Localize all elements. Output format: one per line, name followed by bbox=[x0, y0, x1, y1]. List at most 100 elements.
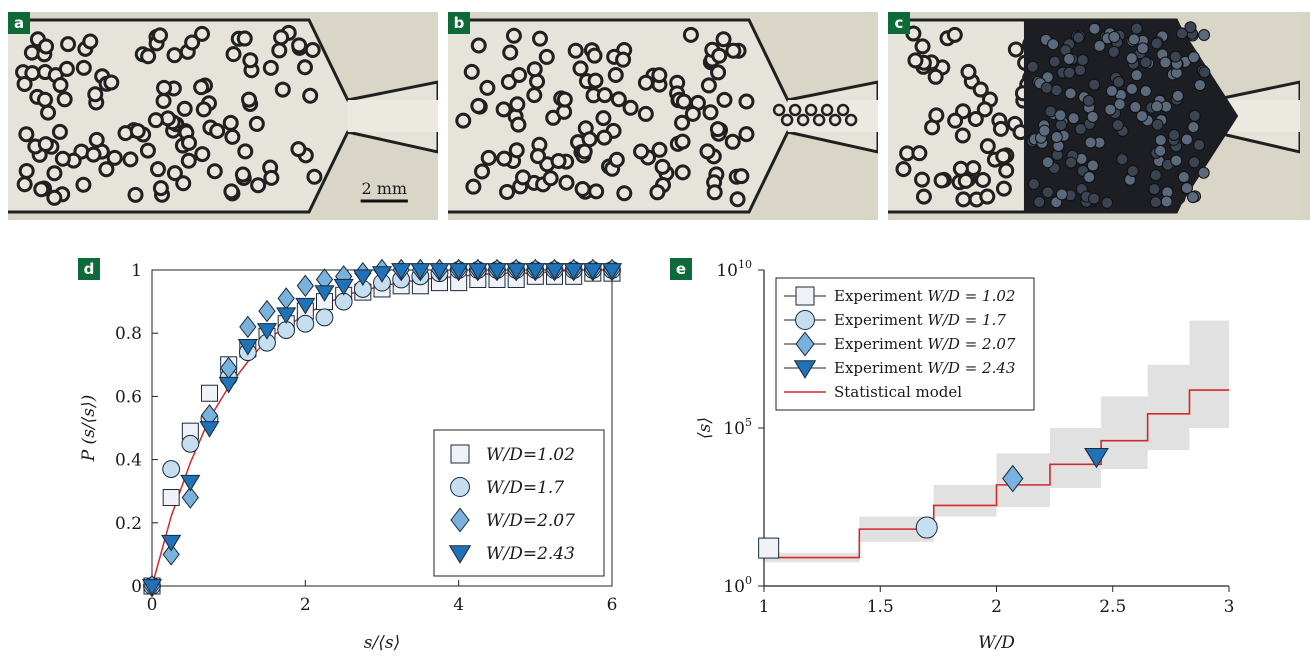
particle bbox=[75, 176, 92, 193]
particle bbox=[1186, 191, 1199, 204]
particle bbox=[616, 185, 633, 202]
marker-diamond bbox=[258, 299, 276, 323]
legend-label: Experiment W/D = 1.7 bbox=[834, 311, 1006, 329]
particle bbox=[1007, 41, 1024, 58]
particle bbox=[556, 91, 573, 108]
marker-triangle bbox=[141, 579, 163, 596]
particle bbox=[1130, 22, 1143, 35]
particle bbox=[1126, 164, 1139, 177]
particle bbox=[1184, 21, 1197, 34]
marker-circle bbox=[315, 308, 334, 327]
particle bbox=[194, 146, 211, 163]
particle bbox=[633, 143, 650, 160]
particle bbox=[954, 127, 971, 144]
particle bbox=[1170, 154, 1183, 167]
particle bbox=[651, 141, 668, 158]
particle bbox=[976, 101, 993, 118]
particle bbox=[595, 110, 612, 127]
legend-label: W/D=2.07 bbox=[486, 511, 575, 531]
x-tick-label: 1 bbox=[759, 597, 770, 617]
chart-d: 0 2 4 6 0 0.2 0.4 0.6 0.8 1 s/⟨s⟩ P (s/⟨s⟩) W/D=1.02… bbox=[60, 240, 650, 659]
particle bbox=[470, 37, 487, 54]
particle bbox=[180, 152, 197, 169]
particle bbox=[1067, 112, 1080, 125]
particle bbox=[236, 30, 253, 47]
particle bbox=[1193, 139, 1206, 152]
particle bbox=[574, 180, 591, 197]
particle bbox=[495, 101, 512, 118]
particle bbox=[511, 66, 528, 83]
particle bbox=[946, 26, 963, 43]
marker-diamond bbox=[795, 331, 815, 357]
x-tick-label: 3 bbox=[1224, 597, 1235, 617]
marker-circle bbox=[450, 477, 470, 497]
model-staircase bbox=[764, 389, 1229, 559]
particle bbox=[1111, 119, 1124, 132]
particle bbox=[250, 177, 267, 194]
particle bbox=[1093, 39, 1106, 52]
marker-square bbox=[450, 444, 470, 464]
panel-label: b bbox=[448, 12, 470, 34]
marker-diamond bbox=[277, 287, 295, 310]
particle bbox=[1084, 136, 1097, 149]
particle bbox=[181, 134, 198, 151]
band-segment bbox=[933, 484, 997, 517]
particle bbox=[139, 142, 156, 159]
channel-photo bbox=[888, 12, 1300, 220]
particle bbox=[724, 133, 741, 150]
particle bbox=[75, 59, 92, 76]
particle bbox=[772, 103, 786, 117]
particle bbox=[567, 42, 584, 59]
particle bbox=[46, 165, 63, 182]
particle bbox=[1151, 118, 1164, 131]
particle bbox=[733, 168, 750, 185]
particle bbox=[967, 111, 984, 128]
channel-photo: 2 mm bbox=[8, 12, 438, 220]
marker-circle bbox=[915, 516, 938, 539]
marker-square bbox=[795, 286, 815, 306]
band-segment bbox=[1189, 320, 1229, 428]
particle bbox=[515, 169, 532, 186]
y-tick-label: 1 bbox=[131, 261, 142, 281]
particle bbox=[194, 25, 211, 42]
x-axis-label: W/D bbox=[978, 633, 1015, 653]
marker-square bbox=[201, 384, 218, 402]
particle bbox=[1040, 81, 1053, 94]
particle bbox=[729, 191, 746, 208]
y-tick-label: 105 bbox=[723, 416, 752, 439]
legend-label: W/D=1.02 bbox=[486, 445, 575, 465]
particle bbox=[586, 47, 603, 64]
marker-triangle bbox=[448, 263, 469, 280]
particle bbox=[651, 67, 668, 84]
particle bbox=[558, 174, 575, 191]
particle bbox=[85, 146, 102, 163]
particle bbox=[1064, 156, 1077, 169]
particle bbox=[596, 129, 613, 146]
channel-geometry bbox=[888, 12, 1300, 220]
particle bbox=[16, 75, 33, 92]
particle bbox=[274, 81, 291, 98]
particle bbox=[23, 44, 40, 61]
particle bbox=[1041, 156, 1054, 169]
particle bbox=[150, 161, 167, 178]
marker-triangle bbox=[295, 297, 316, 315]
marker-triangle bbox=[486, 263, 508, 280]
particle bbox=[550, 152, 567, 169]
particle bbox=[526, 61, 543, 78]
particle bbox=[103, 74, 120, 91]
particle bbox=[1064, 87, 1077, 100]
marker-circle bbox=[334, 292, 353, 311]
particle bbox=[572, 60, 589, 77]
particle bbox=[715, 31, 732, 48]
particle bbox=[1116, 153, 1129, 166]
legend-label: Experiment W/D = 1.02 bbox=[834, 287, 1015, 305]
particle bbox=[895, 161, 912, 178]
particle bbox=[682, 26, 699, 43]
particle bbox=[1033, 196, 1046, 209]
marker-triangle bbox=[333, 278, 354, 296]
particle bbox=[649, 184, 666, 201]
particle bbox=[1129, 101, 1142, 114]
particle bbox=[637, 105, 654, 122]
x-tick-label: 4 bbox=[453, 595, 464, 615]
particle bbox=[1187, 121, 1200, 134]
